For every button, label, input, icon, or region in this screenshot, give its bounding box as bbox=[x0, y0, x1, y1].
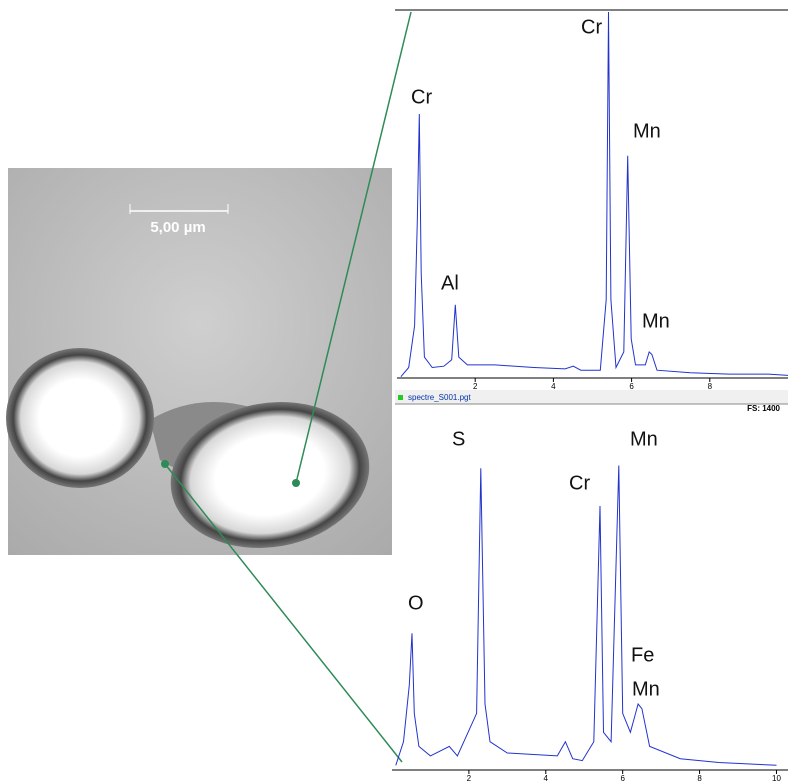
x-tick-label: 10 bbox=[772, 774, 781, 781]
peak-label: Mn bbox=[632, 678, 660, 700]
peak-label: Cr bbox=[581, 16, 602, 38]
file-name: spectre_S001.pgt bbox=[408, 393, 471, 402]
peak-label: Mn bbox=[642, 310, 670, 332]
spectrum-line bbox=[400, 11, 788, 378]
x-tick-label: 8 bbox=[697, 774, 702, 781]
peak-label: Al bbox=[441, 272, 459, 294]
spectrum-line bbox=[395, 465, 777, 766]
x-tick-label: 6 bbox=[629, 382, 634, 391]
status-icon bbox=[398, 395, 403, 400]
peak-label: O bbox=[408, 592, 424, 614]
scale-bar-label: 5,00 µm bbox=[150, 219, 205, 236]
sem-image: 5,00 µm bbox=[6, 168, 392, 555]
peak-label: Mn bbox=[633, 120, 661, 142]
peak-label: Cr bbox=[411, 86, 432, 108]
x-tick-label: 4 bbox=[544, 774, 549, 781]
x-tick-label: 6 bbox=[620, 774, 625, 781]
x-tick-label: 2 bbox=[467, 774, 472, 781]
full-scale: FS: 1400 bbox=[747, 404, 780, 413]
peak-label: Mn bbox=[630, 428, 658, 450]
x-tick-label: 2 bbox=[473, 382, 478, 391]
peak-label: S bbox=[452, 428, 465, 450]
peak-label: Fe bbox=[631, 644, 654, 666]
status-bar bbox=[395, 390, 788, 404]
connectors bbox=[161, 11, 412, 763]
x-tick-label: 4 bbox=[551, 382, 556, 391]
x-tick-label: 8 bbox=[708, 382, 713, 391]
peak-label: Cr bbox=[569, 472, 590, 494]
